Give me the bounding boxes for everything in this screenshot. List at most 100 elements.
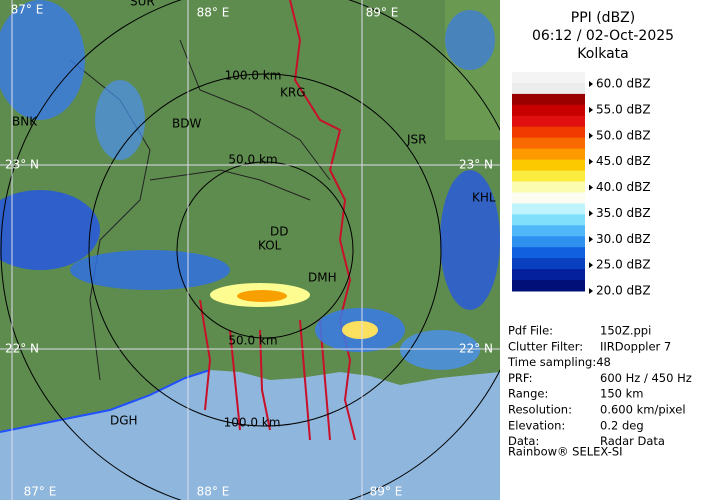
echo <box>237 290 287 302</box>
side-panel: PPI (dBZ) 06:12 / 02-Oct-2025 Kolkata 60… <box>500 0 706 500</box>
grid-label: 23° N <box>5 158 39 172</box>
legend-swatch <box>512 93 585 106</box>
legend-swatch <box>512 159 585 172</box>
grid-label: 87° E <box>24 485 57 499</box>
echo <box>400 330 480 370</box>
grid-label: 89° E <box>366 6 399 20</box>
place-label: KOL <box>258 239 282 253</box>
place-label: KHL <box>472 191 496 205</box>
place-label: JSR <box>406 133 427 147</box>
info-value: 0.600 km/pixel <box>600 403 686 417</box>
grid-label: 23° N <box>459 158 493 172</box>
info-value: 150 km <box>600 387 643 401</box>
info-key: Clutter Filter: <box>508 339 583 353</box>
legend-swatch <box>512 203 585 215</box>
legend-label: 40.0 dBZ <box>596 180 651 194</box>
grid-label: 89° E <box>370 485 403 499</box>
legend-label: 30.0 dBZ <box>596 232 651 246</box>
place-label: DD <box>270 225 288 239</box>
map: 87° E 88° E 89° E 23° N 22° N 87° E 88° … <box>0 0 530 504</box>
legend-label: 50.0 dBZ <box>596 128 651 142</box>
echo <box>0 190 100 270</box>
legend-label: 45.0 dBZ <box>596 154 651 168</box>
legend-swatch <box>512 181 585 193</box>
legend-label: 35.0 dBZ <box>596 206 651 220</box>
legend-swatch <box>512 82 585 95</box>
info-value: 0.2 deg <box>600 418 644 432</box>
place-label: KRG <box>280 86 306 100</box>
legend-swatch <box>512 148 585 161</box>
echo <box>342 321 378 339</box>
sea <box>0 370 500 500</box>
place-label: BNK <box>12 115 38 129</box>
echo <box>445 10 495 70</box>
legend-label: 20.0 dBZ <box>596 284 651 298</box>
legend-pointer <box>589 106 593 113</box>
legend-swatch <box>512 225 585 237</box>
echo <box>0 0 85 120</box>
legend-swatch <box>512 126 585 139</box>
legend-pointer <box>589 81 593 87</box>
legend-swatch <box>512 214 585 226</box>
grid-label: 22° N <box>5 342 39 356</box>
info-key: Data: <box>508 434 539 448</box>
legend-pointer <box>589 184 593 191</box>
legend-swatch <box>512 247 585 259</box>
legend-swatch <box>512 170 585 182</box>
info-key: Resolution: <box>508 403 572 417</box>
legend-pointer <box>589 210 593 217</box>
place-label: BDW <box>172 117 201 131</box>
info-key: Elevation: <box>508 418 565 432</box>
info-value: IIRDoppler 7 <box>600 339 671 353</box>
footer: Rainbow® SELEX-SI <box>508 445 623 459</box>
rivers <box>199 0 356 441</box>
legend-swatch <box>512 192 585 204</box>
echo <box>95 80 145 160</box>
coastline <box>0 369 211 433</box>
legend-pointer <box>589 262 593 269</box>
legend-pointer <box>589 288 593 294</box>
info-key: Time sampling:48 <box>507 355 611 369</box>
info-key: PRF: <box>508 371 533 385</box>
boundary <box>179 39 331 181</box>
legend: 60.0 dBZ 55.0 dBZ 50.0 dBZ 45.0 dBZ 40.0 dBZ… <box>512 72 651 298</box>
info-value: Radar Data <box>600 434 665 448</box>
legend-label: 25.0 dBZ <box>596 258 651 272</box>
legend-label: 60.0 dBZ <box>596 77 651 91</box>
range-label: 100.0 km <box>224 416 281 430</box>
legend-pointer <box>589 158 593 165</box>
panel-time: 06:12 / 02-Oct-2025 <box>532 28 674 44</box>
echo <box>70 250 230 290</box>
grid-label: 87° E <box>11 3 44 17</box>
info-key: Pdf File: <box>508 324 553 338</box>
range-label: 50.0 km <box>228 334 277 348</box>
legend-swatch <box>512 280 585 292</box>
place-label: DGH <box>110 414 138 428</box>
legend-swatch <box>512 115 585 128</box>
legend-pointer <box>589 236 593 243</box>
info-key: Range: <box>508 387 548 401</box>
border <box>289 0 356 441</box>
grid-label: 88° E <box>197 485 230 499</box>
range-label: 100.0 km <box>225 69 282 83</box>
range-ring <box>88 73 442 427</box>
range-ring <box>176 161 354 339</box>
info: Pdf File: 150Z.ppi Clutter Filter: IIRDoppl… <box>507 324 692 449</box>
place-label: SUR <box>130 0 155 9</box>
delta <box>199 299 331 441</box>
panel-title: PPI (dBZ) <box>571 10 635 26</box>
boundary <box>149 169 311 201</box>
info-value: 600 Hz / 450 Hz <box>600 371 692 385</box>
graticule <box>0 0 500 500</box>
range-label: 50.0 km <box>228 153 277 167</box>
legend-swatch <box>512 104 585 117</box>
echo <box>440 170 500 310</box>
grid-label: 88° E <box>197 6 230 20</box>
legend-swatch <box>512 258 585 270</box>
legend-pointer <box>589 132 593 139</box>
legend-label: 55.0 dBZ <box>596 102 651 116</box>
panel-site: Kolkata <box>577 46 628 62</box>
place-label: DMH <box>308 271 337 285</box>
info-value: 150Z.ppi <box>600 324 651 338</box>
